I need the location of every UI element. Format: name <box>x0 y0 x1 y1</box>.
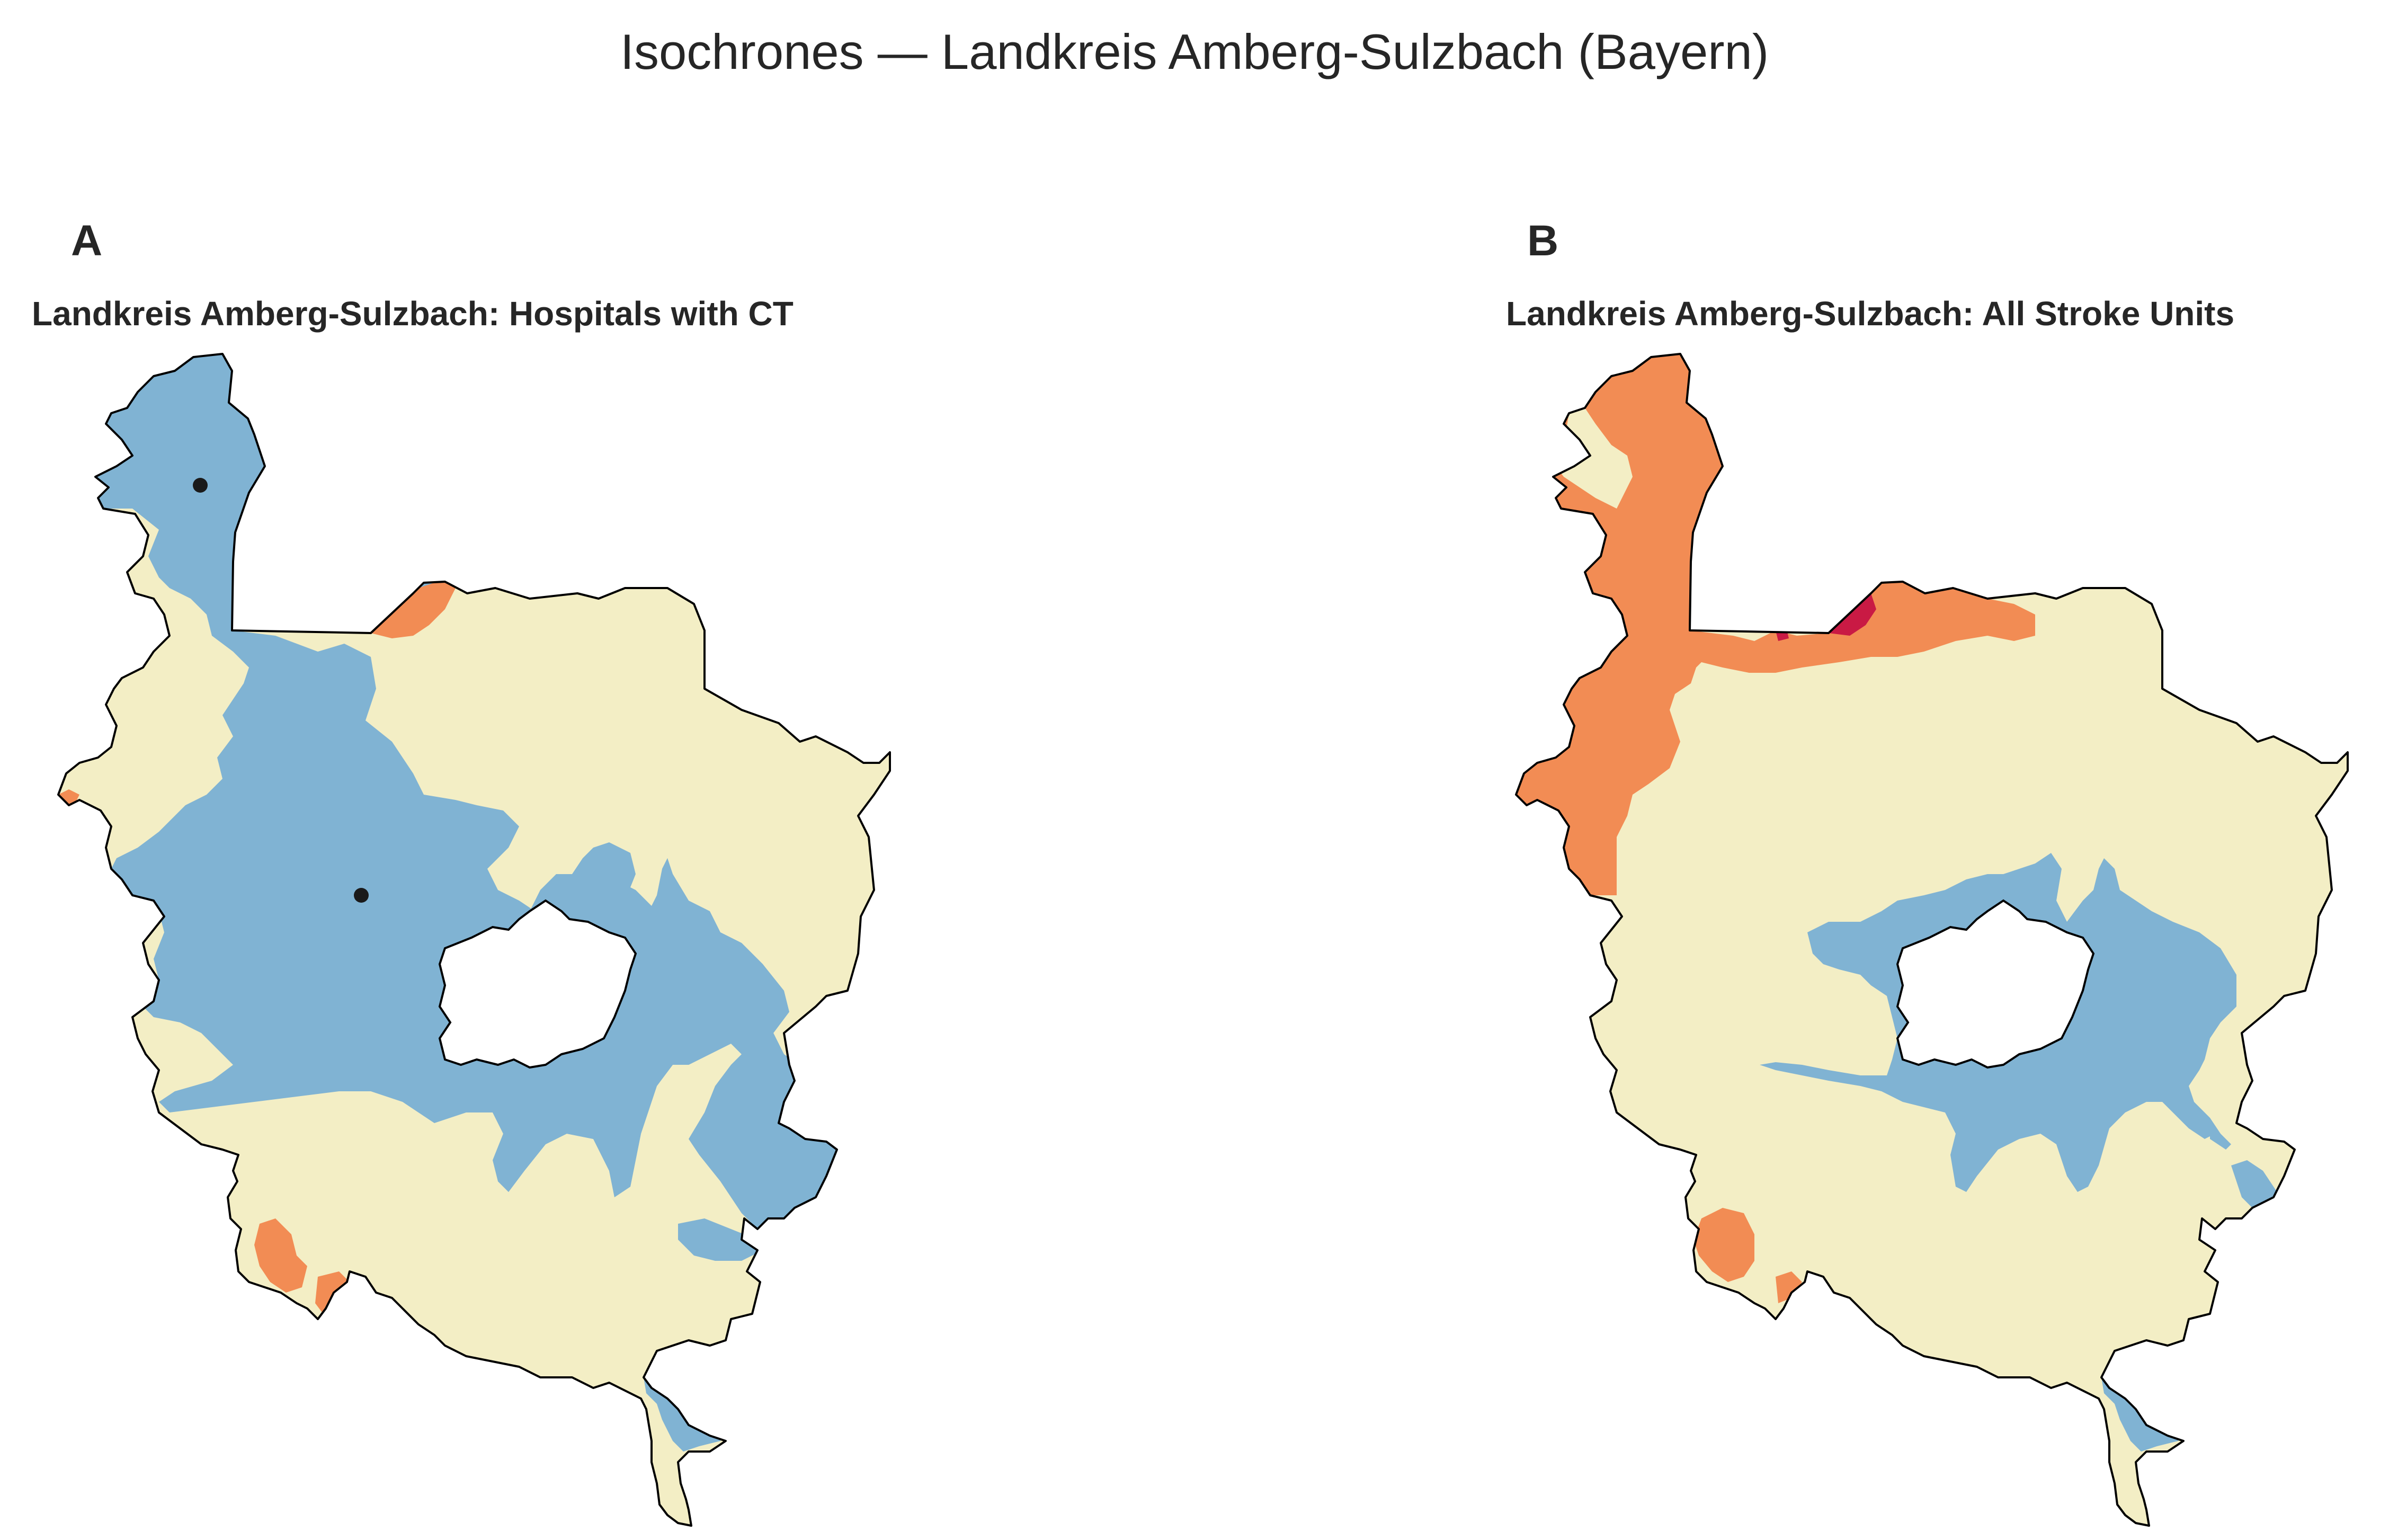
panel-b-letter: B <box>1527 217 1559 265</box>
figure-title: Isochrones — Landkreis Amberg-Sulzbach (… <box>620 24 1769 79</box>
panel-b-isochrone-fast-east-spur <box>2210 1118 2231 1150</box>
panel-b-isochrone-slow-sw <box>1693 1208 1754 1282</box>
panel-b-isochrone-slow-sw2 <box>1776 1271 1802 1303</box>
panel-a-district-border <box>57 353 891 1527</box>
panel-a-letter: A <box>71 217 103 265</box>
panel-b-district-border <box>1515 353 2349 1527</box>
panel-b-isochrone-slow <box>1516 354 1723 895</box>
panel-a-hospital-marker-1 <box>193 478 208 493</box>
panel-a-isochrone-slow-3 <box>315 1271 350 1314</box>
panel-b-isochrone-mid-inset <box>1556 408 1633 509</box>
panel-a-isochrone-slow-2 <box>254 1218 307 1293</box>
panel-a-hospital-marker-2 <box>354 888 369 903</box>
panel-b-hole <box>1896 899 2095 1069</box>
panel-a-title: Landkreis Amberg-Sulzbach: Hospitals wit… <box>32 295 794 333</box>
panel-a-isochrone-slow-1 <box>371 582 456 638</box>
panel-b-isochrone-slowest-2 <box>1829 593 1876 636</box>
panel-a-isochrone-fast-southeast <box>678 1218 763 1261</box>
panel-b-title: Landkreis Amberg-Sulzbach: All Stroke Un… <box>1506 295 2235 333</box>
panel-a-hole <box>438 899 637 1069</box>
